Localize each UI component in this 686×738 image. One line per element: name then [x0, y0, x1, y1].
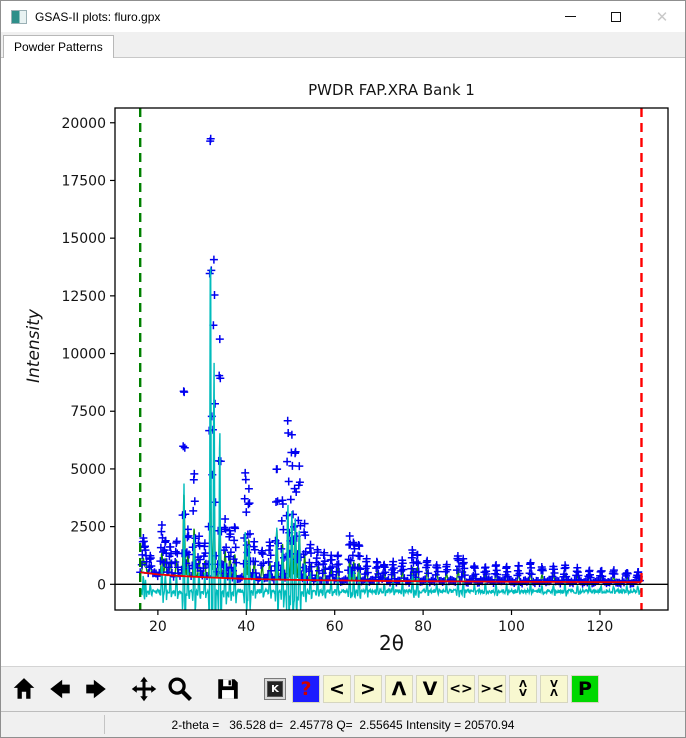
shift-down-button[interactable]: V — [416, 675, 444, 703]
y-tick-label: 17500 — [61, 173, 106, 189]
maximize-button[interactable] — [593, 1, 639, 32]
x-tick-label: 40 — [237, 619, 255, 635]
keyboard-key-icon: K — [264, 678, 286, 700]
y-tick-label: 15000 — [61, 231, 106, 247]
narrow-button[interactable]: >< — [478, 675, 506, 703]
zoom-icon — [168, 677, 192, 701]
app-icon — [11, 9, 27, 24]
background-series — [140, 571, 642, 584]
window-title: GSAS-II plots: fluro.gpx — [35, 9, 161, 24]
contract-vert-glyph: V — [550, 679, 558, 690]
y-tick-label: 10000 — [61, 347, 106, 363]
next-item-button[interactable]: > — [354, 675, 382, 703]
difference-series — [139, 267, 642, 610]
expand-vert-glyph: Λ — [519, 679, 527, 690]
x-tick-label: 80 — [414, 619, 432, 635]
tab-powder-patterns[interactable]: Powder Patterns — [3, 35, 114, 58]
save-button[interactable] — [213, 674, 243, 704]
forward-arrow-icon — [86, 679, 106, 699]
key-press-button[interactable]: K — [261, 675, 289, 703]
status-separator — [104, 715, 105, 734]
close-button[interactable]: ✕ — [639, 1, 685, 32]
tab-strip: Powder Patterns — [1, 32, 685, 58]
y-tick-label: 12500 — [61, 289, 106, 305]
pan-button[interactable] — [129, 674, 159, 704]
save-icon — [218, 679, 238, 699]
forward-button[interactable] — [81, 674, 111, 704]
prev-item-button[interactable]: < — [323, 675, 351, 703]
cursor-readout: 2-theta = 36.528 d= 2.45778 Q= 2.55645 I… — [171, 717, 515, 732]
powder-plot-canvas[interactable]: 20 40 60 80 100 120 0 2500 5000 7500 10000 12500 150… — [1, 58, 686, 666]
y-tick-label: 20000 — [61, 116, 106, 132]
x-tick-label: 60 — [326, 619, 344, 635]
minimize-button[interactable] — [547, 1, 593, 32]
plot-title: PWDR FAP.XRA Bank 1 — [308, 81, 475, 99]
key-label: K — [267, 681, 283, 697]
tab-label: Powder Patterns — [14, 40, 103, 54]
figure-area: 20 40 60 80 100 120 0 2500 5000 7500 10000 12500 150… — [1, 58, 685, 666]
back-button[interactable] — [45, 674, 75, 704]
minimize-icon — [564, 16, 576, 17]
axes-frame — [114, 107, 669, 611]
x-tick-label: 100 — [498, 619, 525, 635]
y-axis-label: Intensity — [24, 308, 44, 383]
y-tick-label: 0 — [97, 577, 106, 593]
x-axis-label: 2θ — [379, 631, 404, 655]
status-bar: 2-theta = 36.528 d= 2.45778 Q= 2.55645 I… — [1, 711, 685, 737]
plot-toolbar: K? < > Λ V <> >< Λ V V Λ P — [1, 666, 685, 711]
contract-vert-glyph: Λ — [550, 688, 558, 699]
help-button[interactable]: ? — [292, 675, 320, 703]
x-tick-label: 120 — [587, 619, 614, 635]
zoom-button[interactable] — [165, 674, 195, 704]
shift-up-button[interactable]: Λ — [385, 675, 413, 703]
pan-icon — [131, 676, 157, 702]
observed-series — [136, 134, 644, 588]
widen-button[interactable]: <> — [447, 675, 475, 703]
y-tick-label: 7500 — [70, 404, 106, 420]
x-tick-label: 20 — [149, 619, 167, 635]
maximize-icon — [611, 11, 621, 22]
publish-button[interactable]: P — [571, 675, 599, 703]
home-button[interactable] — [9, 674, 39, 704]
plot-data-layer — [115, 108, 668, 610]
close-icon: ✕ — [655, 8, 669, 26]
y-tick-label: 5000 — [70, 462, 106, 478]
y-tick-label: 2500 — [70, 520, 106, 536]
home-icon — [13, 678, 35, 699]
back-arrow-icon — [50, 679, 70, 699]
expand-vert-glyph: V — [519, 688, 527, 699]
title-bar: GSAS-II plots: fluro.gpx ✕ — [1, 1, 685, 32]
